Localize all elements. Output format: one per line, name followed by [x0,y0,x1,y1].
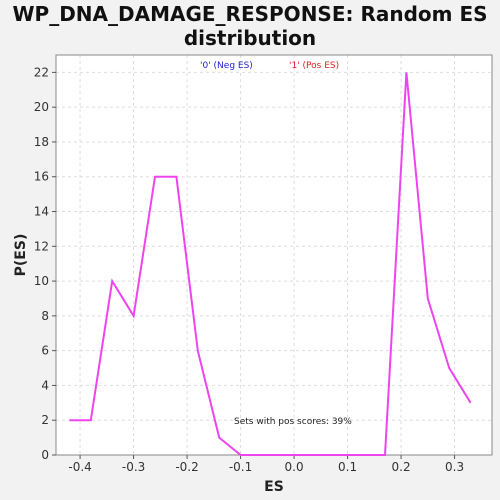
x-tick-label: 0.3 [445,460,464,474]
es-distribution-line [69,72,472,456]
chart-title: WP_DNA_DAMAGE_RESPONSE: Random ES distri… [0,2,500,50]
x-axis-label: ES [264,479,284,495]
y-tick-label: 0 [41,448,49,462]
axes: -0.4 -0.3 -0.2 -0.1 0.0 0.1 0.2 0.3 0 2 4 6 8 10 12 14 1… [34,54,493,474]
grid-lines [56,55,492,456]
y-tick-label: 22 [34,65,49,79]
x-tick-label: 0.1 [338,460,357,474]
x-tick-label: 0.2 [392,460,411,474]
y-tick-label: 20 [34,100,49,114]
chart-title-line2: distribution [183,26,317,50]
y-tick-label: 4 [41,378,49,392]
plot-area [56,55,492,455]
y-tick-label: 10 [34,274,49,288]
legend-entry: '1' (Pos ES) [289,61,339,71]
legend-entry: '0' (Neg ES) [200,61,253,71]
x-tick-label: -0.2 [175,460,198,474]
x-tick-label: -0.4 [68,460,91,474]
y-tick-label: 12 [34,239,49,253]
y-tick-label: 6 [41,344,49,358]
pos-scores-annotation: Sets with pos scores: 39% [234,417,352,427]
y-tick-label: 18 [34,135,49,149]
x-tick-label: 0.0 [285,460,304,474]
y-tick-label: 14 [34,205,49,219]
chart-title-line1: WP_DNA_DAMAGE_RESPONSE: Random ES [12,2,488,26]
legend: '0' (Neg ES) '1' (Pos ES) [200,61,339,71]
y-tick-label: 8 [41,309,49,323]
y-tick-label: 2 [41,413,49,427]
x-tick-label: -0.3 [122,460,145,474]
y-axis-label: P(ES) [13,234,29,277]
y-tick-label: 16 [34,170,49,184]
x-tick-label: -0.1 [229,460,252,474]
series-layer [69,72,472,456]
